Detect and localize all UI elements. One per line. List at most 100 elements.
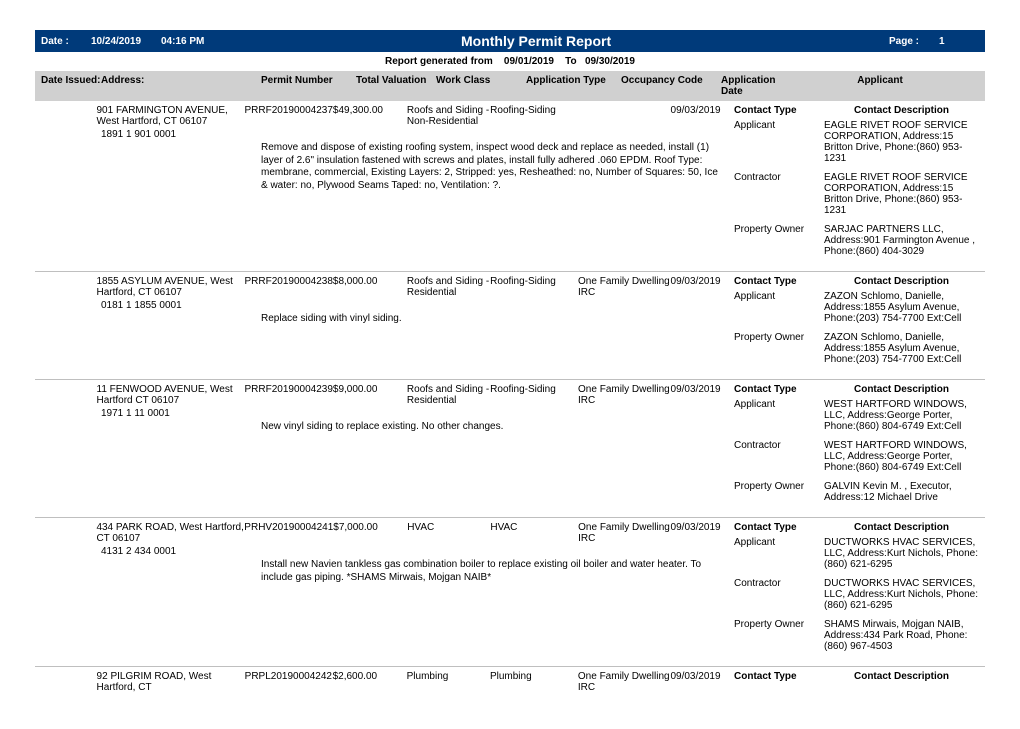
subheader-prefix: Report generated from <box>385 56 493 67</box>
contact-row: Property OwnerGALVIN Kevin M. , Executor… <box>734 481 979 503</box>
col-address: Address: <box>101 75 261 86</box>
record-address: 901 FARMINGTON AVENUE, West Hartford, CT… <box>97 105 245 127</box>
record-valuation: $9,000.00 <box>333 384 407 406</box>
contact-desc-header: Contact Description <box>824 522 979 533</box>
contact-row: Property OwnerZAZON Schlomo, Danielle, A… <box>734 332 979 365</box>
subheader-to: 09/30/2019 <box>585 56 635 67</box>
contact-type: Applicant <box>734 291 824 324</box>
contact-type: Property Owner <box>734 619 824 652</box>
contact-type: Contractor <box>734 440 824 473</box>
record-occupancy-code: One Family Dwelling IRC <box>578 384 671 406</box>
contact-description: WEST HARTFORD WINDOWS, LLC, Address:Geor… <box>824 399 979 432</box>
contact-type: Property Owner <box>734 224 824 257</box>
record-permit-number: PRRF20190004238 <box>245 276 333 298</box>
contact-row: ApplicantWEST HARTFORD WINDOWS, LLC, Add… <box>734 399 979 432</box>
record-permit-number: PRPL20190004242 <box>245 671 333 693</box>
record-application-date: 09/03/2019 <box>671 105 727 127</box>
record-application-type: Roofing-Siding <box>490 276 578 298</box>
contact-type: Property Owner <box>734 332 824 365</box>
contact-desc-header: Contact Description <box>824 384 979 395</box>
contact-type: Applicant <box>734 120 824 164</box>
contact-desc-header: Contact Description <box>824 671 979 682</box>
record-notes: Replace siding with vinyl siding. <box>261 313 726 326</box>
contact-description: GALVIN Kevin M. , Executor, Address:12 M… <box>824 481 979 503</box>
record-permit-number: PRHV20190004241 <box>244 522 333 544</box>
permit-record: 11 FENWOOD AVENUE, West Hartford CT 0610… <box>35 380 985 518</box>
col-occupancy-code: Occupancy Code <box>621 75 721 86</box>
record-work-class: Plumbing <box>407 671 490 693</box>
col-applicant: Applicant <box>781 75 979 86</box>
record-address: 434 PARK ROAD, West Hartford, CT 06107 <box>96 522 244 544</box>
report-title: Monthly Permit Report <box>461 33 889 49</box>
record-application-date: 09/03/2019 <box>671 276 727 298</box>
subheader-to-label: To <box>565 56 576 67</box>
record-application-date: 09/03/2019 <box>670 671 726 693</box>
contact-type: Contractor <box>734 578 824 611</box>
report-time: 04:16 PM <box>161 36 461 47</box>
date-label: Date : <box>41 36 91 47</box>
report-subheader: Report generated from 09/01/2019 To 09/3… <box>35 52 985 71</box>
col-application-date: Application Date <box>721 75 781 97</box>
record-work-class: HVAC <box>407 522 490 544</box>
page-number: 1 <box>939 36 979 47</box>
record-parcel: 1891 1 901 0001 <box>101 129 261 140</box>
record-occupancy-code: One Family Dwelling IRC <box>578 671 671 693</box>
contact-type-header: Contact Type <box>734 671 824 682</box>
record-work-class: Roofs and Siding - Residential <box>407 384 490 406</box>
col-total-valuation: Total Valuation <box>356 75 436 86</box>
contact-description: SHAMS Mirwais, Mojgan NAIB, Address:434 … <box>824 619 979 652</box>
permit-record: 434 PARK ROAD, West Hartford, CT 06107PR… <box>35 518 985 667</box>
contact-description: ZAZON Schlomo, Danielle, Address:1855 As… <box>824 332 979 365</box>
record-valuation: $49,300.00 <box>333 105 407 127</box>
col-work-class: Work Class <box>436 75 526 86</box>
record-work-class: Roofs and Siding - Non-Residential <box>407 105 490 127</box>
record-valuation: $2,600.00 <box>333 671 407 693</box>
record-application-type: Roofing-Siding <box>490 384 578 406</box>
record-address: 92 PILGRIM ROAD, West Hartford, CT <box>97 671 245 693</box>
contact-description: DUCTWORKS HVAC SERVICES, LLC, Address:Ku… <box>824 578 979 611</box>
contact-description: WEST HARTFORD WINDOWS, LLC, Address:Geor… <box>824 440 979 473</box>
contact-row: ApplicantEAGLE RIVET ROOF SERVICE CORPOR… <box>734 120 979 164</box>
contact-row: ContractorDUCTWORKS HVAC SERVICES, LLC, … <box>734 578 979 611</box>
contact-description: EAGLE RIVET ROOF SERVICE CORPORATION, Ad… <box>824 120 979 164</box>
col-permit-number: Permit Number <box>261 75 356 86</box>
record-notes: Install new Navien tankless gas combinat… <box>261 559 726 584</box>
col-date-issued: Date Issued: <box>41 75 101 86</box>
contact-row: ApplicantDUCTWORKS HVAC SERVICES, LLC, A… <box>734 537 979 570</box>
record-address: 1855 ASYLUM AVENUE, West Hartford, CT 06… <box>97 276 245 298</box>
contact-type-header: Contact Type <box>734 384 824 395</box>
record-occupancy-code: One Family Dwelling IRC <box>578 276 671 298</box>
contact-row: ContractorWEST HARTFORD WINDOWS, LLC, Ad… <box>734 440 979 473</box>
record-application-type: Roofing-Siding <box>490 105 578 127</box>
record-valuation: $8,000.00 <box>333 276 407 298</box>
record-application-type: HVAC <box>490 522 578 544</box>
record-occupancy-code: One Family Dwelling IRC <box>578 522 670 544</box>
contact-description: EAGLE RIVET ROOF SERVICE CORPORATION, Ad… <box>824 172 979 216</box>
report-date: 10/24/2019 <box>91 36 161 47</box>
record-work-class: Roofs and Siding - Residential <box>407 276 490 298</box>
col-application-type: Application Type <box>526 75 621 86</box>
record-application-date: 09/03/2019 <box>671 384 727 406</box>
record-application-date: 09/03/2019 <box>671 522 726 544</box>
record-application-type: Plumbing <box>490 671 578 693</box>
record-parcel: 4131 2 434 0001 <box>101 546 261 557</box>
subheader-from: 09/01/2019 <box>504 56 554 67</box>
record-permit-number: PRRF20190004239 <box>245 384 333 406</box>
contact-description: SARJAC PARTNERS LLC, Address:901 Farming… <box>824 224 979 257</box>
contact-desc-header: Contact Description <box>824 105 979 116</box>
contact-type: Applicant <box>734 537 824 570</box>
contact-type: Contractor <box>734 172 824 216</box>
permit-record: 901 FARMINGTON AVENUE, West Hartford, CT… <box>35 101 985 272</box>
page-label: Page : <box>889 36 939 47</box>
contact-description: ZAZON Schlomo, Danielle, Address:1855 As… <box>824 291 979 324</box>
record-parcel: 1971 1 11 0001 <box>101 408 261 419</box>
record-parcel: 0181 1 1855 0001 <box>101 300 261 311</box>
contact-row: Property OwnerSHAMS Mirwais, Mojgan NAIB… <box>734 619 979 652</box>
record-occupancy-code <box>578 105 671 127</box>
contact-type-header: Contact Type <box>734 105 824 116</box>
permit-record: 1855 ASYLUM AVENUE, West Hartford, CT 06… <box>35 272 985 380</box>
report-header-bar: Date : 10/24/2019 04:16 PM Monthly Permi… <box>35 30 985 52</box>
permit-record: 92 PILGRIM ROAD, West Hartford, CTPRPL20… <box>35 667 985 699</box>
record-permit-number: PRRF20190004237 <box>245 105 333 127</box>
contact-desc-header: Contact Description <box>824 276 979 287</box>
